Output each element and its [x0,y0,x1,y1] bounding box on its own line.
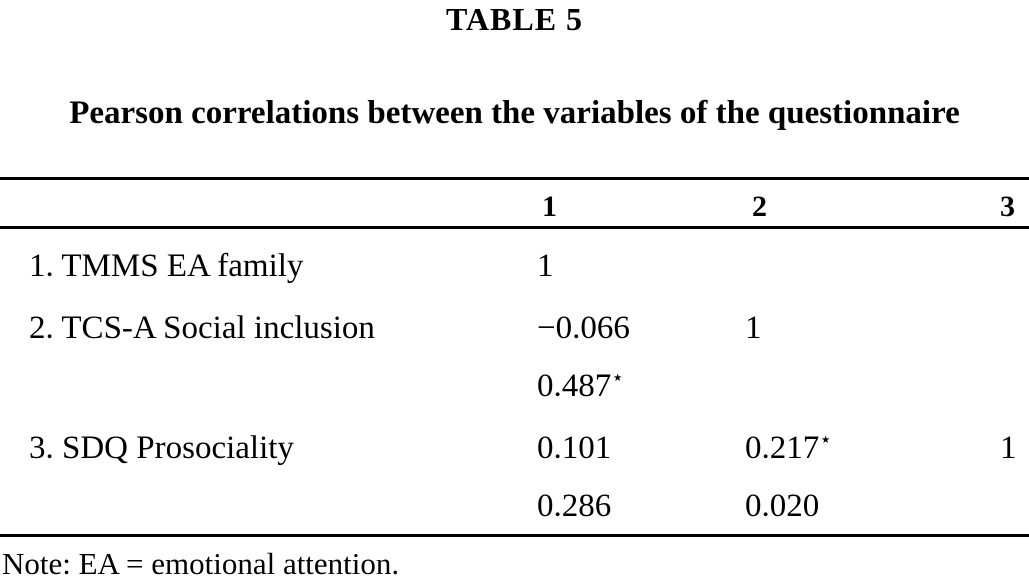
table-row: 1. TMMS EA family 1 [0,250,1029,292]
table-cell: 0.020 [745,488,820,524]
table-top-rule [0,177,1029,180]
table-row: 0.487⋆ [0,367,1029,412]
table-header-rule [0,226,1029,229]
column-header-2: 2 [752,190,767,223]
table-cell: 0.286 [537,488,612,524]
table-row: 3. SDQ Prosociality 0.101 0.217⋆ 1 [0,429,1029,474]
table-row: 0.286 0.020 [0,490,1029,532]
column-header-1: 1 [542,190,557,223]
row-label: 1. TMMS EA family [29,248,304,284]
table-number-heading: TABLE 5 [445,1,584,37]
significance-star: ⋆ [819,429,833,451]
significance-star: ⋆ [611,367,625,389]
table-header-row: 1 2 3 [0,192,1029,226]
table-cell: 1 [537,248,554,284]
row-label: 3. SDQ Prosociality [29,430,294,466]
table-note: Note: EA = emotional attention. [2,546,400,581]
table-cell: 1 [745,310,762,346]
row-label: 2. TCS-A Social inclusion [29,310,375,346]
column-header-3: 3 [1000,190,1015,223]
table-cell: −0.066 [537,310,630,346]
table-cell: 0.217⋆ [745,429,833,466]
table-cell: 1 [1000,430,1017,466]
table-row: 2. TCS-A Social inclusion −0.066 1 [0,312,1029,354]
table-caption: Pearson correlations between the variabl… [69,95,960,131]
table-cell: 0.487⋆ [537,367,625,404]
table-bottom-rule [0,534,1029,537]
table-cell: 0.101 [537,430,612,466]
